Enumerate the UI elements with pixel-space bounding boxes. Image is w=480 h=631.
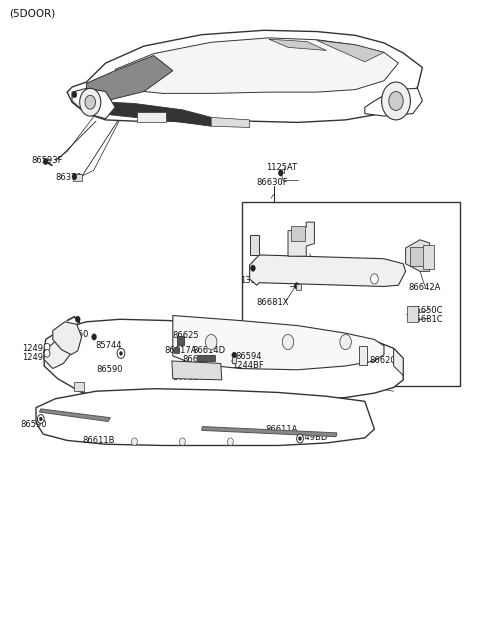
Text: 1249JA: 1249JA <box>22 344 51 353</box>
Circle shape <box>45 350 49 357</box>
Circle shape <box>251 265 255 271</box>
Text: 86611A: 86611A <box>265 425 298 433</box>
Circle shape <box>39 417 42 421</box>
Circle shape <box>282 334 294 350</box>
Circle shape <box>228 438 233 445</box>
Text: 86642A: 86642A <box>408 283 440 292</box>
Circle shape <box>117 348 125 358</box>
Bar <box>232 357 236 363</box>
Polygon shape <box>44 329 74 369</box>
Circle shape <box>205 334 217 350</box>
Bar <box>359 346 367 365</box>
Polygon shape <box>74 382 84 391</box>
Bar <box>291 226 305 241</box>
Circle shape <box>389 91 403 110</box>
Bar <box>423 245 434 269</box>
Circle shape <box>44 343 50 351</box>
Text: 86611B: 86611B <box>83 436 115 445</box>
Bar <box>407 306 418 322</box>
Polygon shape <box>365 88 422 116</box>
Bar <box>296 284 301 290</box>
Polygon shape <box>44 319 403 401</box>
Polygon shape <box>86 56 173 101</box>
Circle shape <box>85 95 96 109</box>
Text: 86681C: 86681C <box>410 315 443 324</box>
Text: 86681X: 86681X <box>257 298 289 307</box>
Circle shape <box>44 350 50 357</box>
Circle shape <box>340 334 351 350</box>
Polygon shape <box>269 39 326 50</box>
Polygon shape <box>115 38 398 93</box>
Text: 86650C: 86650C <box>410 306 443 315</box>
Bar <box>177 336 184 345</box>
Text: (5DOOR): (5DOOR) <box>10 9 56 19</box>
Bar <box>137 112 166 122</box>
Polygon shape <box>72 88 115 119</box>
Circle shape <box>120 351 122 355</box>
Text: 86614D: 86614D <box>192 346 225 355</box>
Polygon shape <box>67 30 422 122</box>
Circle shape <box>232 358 237 364</box>
Polygon shape <box>172 361 222 380</box>
Text: 1339CD: 1339CD <box>240 276 274 285</box>
Polygon shape <box>211 117 250 127</box>
Polygon shape <box>36 389 374 445</box>
Bar <box>197 355 215 361</box>
Circle shape <box>43 158 48 165</box>
Circle shape <box>45 344 49 350</box>
Text: 86620: 86620 <box>370 357 396 365</box>
Bar <box>242 202 460 386</box>
Bar <box>174 347 179 353</box>
Bar <box>410 247 424 266</box>
Text: 86617A: 86617A <box>164 346 197 355</box>
Text: 86594: 86594 <box>235 352 262 361</box>
Circle shape <box>299 437 301 440</box>
Circle shape <box>37 415 44 423</box>
Text: 1249BD: 1249BD <box>22 353 55 362</box>
Circle shape <box>278 170 283 176</box>
Polygon shape <box>317 40 384 62</box>
Circle shape <box>297 434 303 443</box>
Text: 84702: 84702 <box>173 373 199 382</box>
Circle shape <box>371 274 378 284</box>
Text: 86641A: 86641A <box>298 264 330 273</box>
Circle shape <box>382 82 410 120</box>
Circle shape <box>80 88 101 116</box>
Circle shape <box>92 334 96 340</box>
Text: 86593F: 86593F <box>31 156 63 165</box>
Circle shape <box>180 438 185 445</box>
Circle shape <box>232 352 237 358</box>
Polygon shape <box>173 316 384 370</box>
Bar <box>73 174 82 181</box>
Circle shape <box>294 283 299 289</box>
Text: 85744: 85744 <box>95 341 121 350</box>
Polygon shape <box>288 222 314 256</box>
Text: 86379: 86379 <box>55 174 82 182</box>
Polygon shape <box>406 240 430 271</box>
Text: 86590: 86590 <box>20 420 47 429</box>
Circle shape <box>72 91 77 98</box>
Text: 86625: 86625 <box>173 331 199 340</box>
Text: 14160: 14160 <box>62 330 89 339</box>
Text: 1249BD: 1249BD <box>294 433 327 442</box>
Text: 1244BF: 1244BF <box>232 361 264 370</box>
Circle shape <box>75 316 80 322</box>
Polygon shape <box>86 101 211 126</box>
Text: 86590: 86590 <box>96 365 122 374</box>
Polygon shape <box>53 322 82 355</box>
Polygon shape <box>202 427 337 437</box>
Circle shape <box>132 438 137 445</box>
Polygon shape <box>39 409 110 422</box>
Polygon shape <box>250 255 406 286</box>
Circle shape <box>72 174 77 180</box>
Text: 86630F: 86630F <box>257 179 288 187</box>
Text: 1125AT: 1125AT <box>266 163 298 172</box>
Polygon shape <box>394 348 403 375</box>
Text: 86613C: 86613C <box>182 355 215 364</box>
Polygon shape <box>250 235 259 255</box>
